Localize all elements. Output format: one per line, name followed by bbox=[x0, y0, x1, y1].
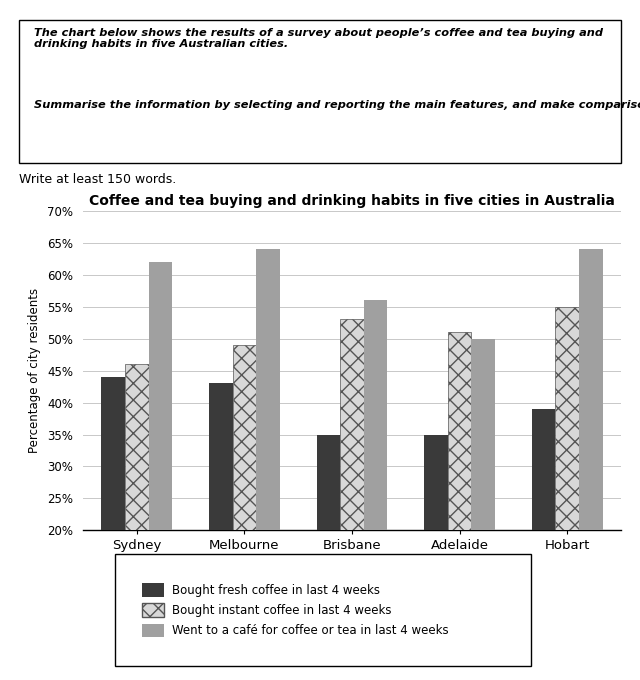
Bar bbox=[148, 262, 172, 530]
Bar bbox=[125, 364, 148, 530]
Text: Write at least 150 words.: Write at least 150 words. bbox=[19, 173, 177, 186]
Bar bbox=[209, 384, 233, 530]
Legend: Bought fresh coffee in last 4 weeks, Bought instant coffee in last 4 weeks, Went: Bought fresh coffee in last 4 weeks, Bou… bbox=[138, 579, 453, 642]
Bar bbox=[532, 409, 556, 530]
Text: Coffee and tea buying and drinking habits in five cities in Australia: Coffee and tea buying and drinking habit… bbox=[89, 194, 615, 208]
Y-axis label: Percentage of city residents: Percentage of city residents bbox=[28, 288, 40, 453]
FancyBboxPatch shape bbox=[19, 20, 621, 163]
Bar bbox=[556, 307, 579, 530]
Bar bbox=[471, 339, 495, 530]
Bar bbox=[364, 301, 387, 530]
Bar bbox=[102, 377, 125, 530]
Bar bbox=[256, 249, 280, 530]
Bar bbox=[448, 333, 471, 530]
Text: The chart below shows the results of a survey about people’s coffee and tea buyi: The chart below shows the results of a s… bbox=[34, 27, 604, 49]
Bar bbox=[424, 435, 448, 530]
FancyBboxPatch shape bbox=[115, 554, 531, 666]
Text: Summarise the information by selecting and reporting the main features, and make: Summarise the information by selecting a… bbox=[34, 101, 640, 110]
Bar bbox=[233, 345, 256, 530]
Bar bbox=[579, 249, 602, 530]
Bar bbox=[317, 435, 340, 530]
Bar bbox=[340, 320, 364, 530]
